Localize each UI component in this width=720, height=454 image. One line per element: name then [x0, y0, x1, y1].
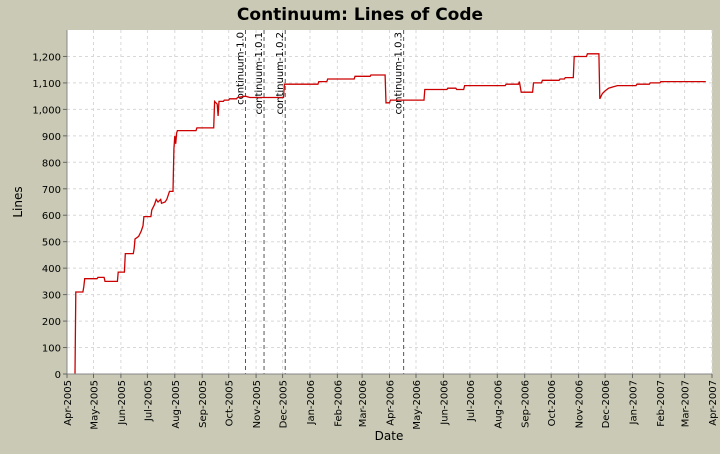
plot-area	[67, 30, 712, 374]
y-tick-label: 800	[42, 158, 61, 169]
y-tick-label: 400	[42, 264, 61, 275]
x-tick-label: Mar-2007	[681, 380, 692, 427]
x-tick-label: May-2005	[90, 380, 101, 430]
x-tick-label: Sep-2006	[521, 380, 532, 428]
x-axis-ticks: Apr-2005 May-2005 Jun-2005 Jul-2005 Aug-2005…	[63, 374, 719, 430]
y-tick-label: 100	[42, 344, 61, 355]
x-tick-label: Dec-2006	[601, 380, 612, 428]
y-axis-ticks: 0 100 200 300 400 500 600 700 800 900 1,000 1,100 1,…	[32, 52, 67, 381]
release-marker-label: continuum-1.0.1	[254, 32, 265, 114]
y-tick-label: 900	[42, 132, 61, 143]
x-tick-label: Jul-2005	[143, 380, 154, 422]
x-tick-label: Feb-2006	[333, 380, 344, 427]
y-tick-label: 200	[42, 317, 61, 328]
series-lines	[74, 53, 706, 375]
release-markers: continuum-1.0 continuum-1.0.1 continuum-1.…	[235, 30, 405, 374]
y-tick-label: 700	[42, 185, 61, 196]
y-tick-label: 0	[55, 370, 61, 381]
x-tick-label: Sep-2005	[198, 380, 209, 428]
x-tick-label: Dec-2005	[279, 380, 290, 428]
x-tick-label: Jun-2006	[439, 380, 450, 426]
series-line	[74, 53, 706, 375]
x-tick-label: Apr-2005	[63, 380, 74, 426]
x-tick-label: Apr-2006	[386, 380, 397, 426]
y-tick-label: 500	[42, 238, 61, 249]
x-tick-label: Jul-2006	[466, 380, 477, 422]
x-tick-label: Mar-2006	[358, 380, 369, 427]
release-marker-label: continuum-1.0.3	[394, 32, 405, 114]
y-tick-label: 1,100	[32, 79, 61, 90]
release-marker-label: continuum-1.0	[235, 32, 246, 105]
x-tick-label: Nov-2005	[252, 380, 263, 428]
y-axis-title: Lines	[11, 186, 25, 217]
x-tick-label: Jan-2007	[628, 380, 639, 425]
y-tick-label: 1,200	[32, 52, 61, 63]
x-tick-label: Jan-2006	[306, 380, 317, 425]
y-tick-label: 300	[42, 291, 61, 302]
release-marker-label: continuum-1.0.2	[275, 32, 286, 114]
x-tick-label: Jun-2005	[117, 380, 128, 426]
x-tick-label: Feb-2007	[656, 380, 667, 427]
x-tick-label: Oct-2006	[547, 380, 558, 426]
x-tick-label: Aug-2006	[493, 380, 504, 429]
x-axis-title: Date	[375, 429, 404, 443]
y-tick-label: 1,000	[32, 105, 61, 116]
x-tick-label: Oct-2005	[225, 380, 236, 426]
x-tick-label: Aug-2005	[171, 380, 182, 429]
x-tick-label: May-2006	[412, 380, 423, 430]
x-tick-label: Apr-2007	[708, 380, 719, 426]
x-tick-label: Nov-2006	[575, 380, 586, 428]
y-tick-label: 600	[42, 211, 61, 222]
chart-title: Continuum: Lines of Code	[237, 5, 483, 25]
